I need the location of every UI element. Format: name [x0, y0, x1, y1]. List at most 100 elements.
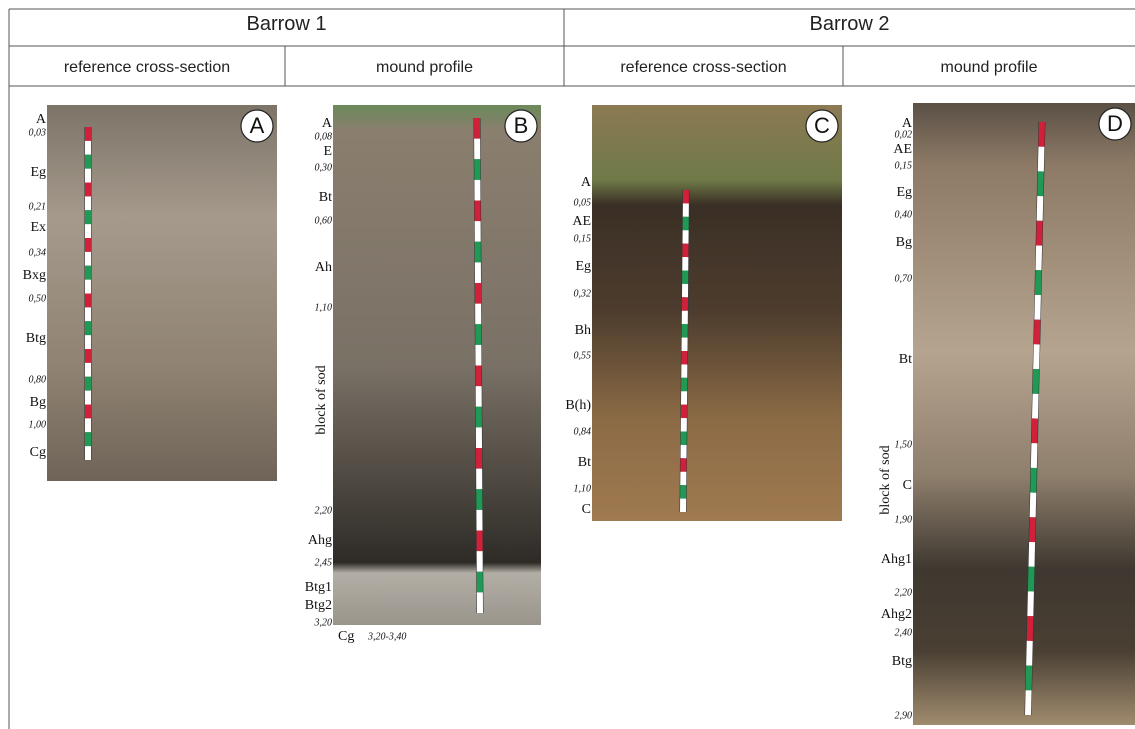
horizon-label: AE — [893, 142, 912, 157]
figure: Barrow 1 reference cross-section mound pro… — [0, 0, 1135, 729]
depth-label: 3,20-3,40 — [367, 631, 406, 642]
column-title: mound profile — [376, 59, 473, 76]
group-title: Barrow 1 — [246, 13, 326, 35]
ruler-segment — [1038, 270, 1039, 295]
horizon-label: Cg — [30, 445, 46, 460]
depth-label: 1,10 — [574, 483, 592, 494]
group-title: Barrow 2 — [809, 13, 889, 35]
ruler-segment — [1031, 567, 1032, 592]
panel-letter: D — [1107, 111, 1123, 136]
ruler-segment — [1033, 493, 1034, 518]
panel-letter: B — [514, 113, 529, 138]
ruler-segment — [1032, 517, 1033, 542]
depth-label: 2,20 — [895, 587, 913, 598]
horizon-label: Bxg — [23, 268, 46, 283]
depth-label: 2,20 — [315, 505, 333, 516]
ruler-segment — [1040, 171, 1041, 196]
ruler-segment — [1029, 641, 1030, 666]
depth-label: 1,50 — [895, 439, 913, 450]
panel-letter: C — [814, 113, 830, 138]
ruler-segment — [1041, 122, 1042, 147]
ruler-segment — [1036, 344, 1037, 369]
horizon-label: Ahg2 — [881, 607, 912, 622]
horizon-label: Ex — [30, 220, 46, 235]
depth-label: 0,15 — [574, 233, 592, 244]
horizon-label: Ah — [315, 260, 332, 275]
depth-label: 0,70 — [895, 273, 913, 284]
column-title: reference cross-section — [64, 59, 230, 76]
horizon-label: C — [582, 502, 591, 517]
depth-label: 2,45 — [315, 557, 333, 568]
soil-profile: B A0,08 E 0,30 Bt 0,60 Ah 1,10 block of sod 2,20 A… — [305, 105, 541, 644]
ruler-segment — [1036, 369, 1037, 394]
horizon-label: Btg — [892, 654, 912, 669]
depth-label: 3,20 — [314, 617, 333, 628]
ruler-segment — [1037, 295, 1038, 320]
horizon-label: Bg — [30, 395, 46, 410]
depth-label: 0,32 — [574, 288, 592, 299]
ruler-segment — [1039, 221, 1040, 246]
depth-label: 0,30 — [315, 162, 333, 173]
profile-photo — [333, 105, 541, 625]
ruler-segment — [1032, 542, 1033, 567]
horizon-label: Btg — [26, 331, 46, 346]
depth-label: 0,21 — [29, 201, 47, 212]
horizon-label: A — [581, 175, 592, 190]
horizon-label: Eg — [575, 259, 591, 274]
depth-label: 0,05 — [574, 197, 592, 208]
depth-label: 0,50 — [29, 293, 47, 304]
horizon-label: Bt — [578, 455, 591, 470]
depth-label: 1,00 — [29, 419, 47, 430]
horizon-label: Eg — [896, 185, 912, 200]
ruler-segment — [1034, 443, 1035, 468]
depth-label: 2,40 — [895, 627, 913, 638]
depth-label: 0,02 — [895, 129, 913, 140]
ruler-segment — [1030, 591, 1031, 616]
ruler-segment — [1034, 419, 1035, 444]
horizon-label: A — [322, 116, 333, 131]
depth-label: 0,15 — [895, 160, 913, 171]
horizon-label: Cg — [338, 629, 354, 644]
ruler-segment — [1039, 246, 1040, 271]
ruler-segment — [1030, 616, 1031, 641]
horizon-label: AE — [572, 214, 591, 229]
horizon-label: Bg — [896, 235, 912, 250]
horizon-label: Btg1 — [305, 580, 332, 595]
depth-label: 2,90 — [895, 710, 913, 721]
horizon-label: B(h) — [565, 398, 591, 413]
horizon-label: Btg2 — [305, 598, 332, 613]
ruler-segment — [1041, 147, 1042, 172]
horizon-label: Bt — [319, 190, 332, 205]
ruler-segment — [1037, 320, 1038, 345]
depth-label: 0,34 — [29, 247, 47, 258]
profile-photo — [592, 105, 842, 521]
depth-label: 0,08 — [315, 131, 333, 142]
horizon-label: C — [903, 478, 912, 493]
horizon-label: A — [36, 112, 47, 127]
column-title: mound profile — [941, 59, 1038, 76]
profile-photo — [913, 103, 1135, 725]
horizon-label: Ahg — [308, 533, 332, 548]
ruler-segment — [1029, 666, 1030, 691]
rotated-label: block of sod — [878, 445, 893, 514]
horizon-label: Ahg1 — [881, 552, 912, 567]
horizon-label: Eg — [30, 165, 46, 180]
depth-label: 0,80 — [29, 374, 47, 385]
panel-letter: A — [250, 113, 265, 138]
depth-label: 0,60 — [315, 215, 333, 226]
horizon-label: Bh — [575, 323, 591, 338]
horizon-label: E — [323, 144, 332, 159]
profile-photo — [47, 105, 277, 481]
depth-label: 1,10 — [315, 302, 333, 313]
ruler-segment — [1033, 468, 1034, 493]
depth-label: 0,55 — [574, 350, 592, 361]
ruler-segment — [1028, 690, 1029, 715]
depth-label: 0,03 — [29, 127, 47, 138]
depth-label: 0,40 — [895, 209, 913, 220]
column-title: reference cross-section — [620, 59, 786, 76]
rotated-label: block of sod — [314, 365, 329, 434]
ruler-segment — [1040, 196, 1041, 221]
